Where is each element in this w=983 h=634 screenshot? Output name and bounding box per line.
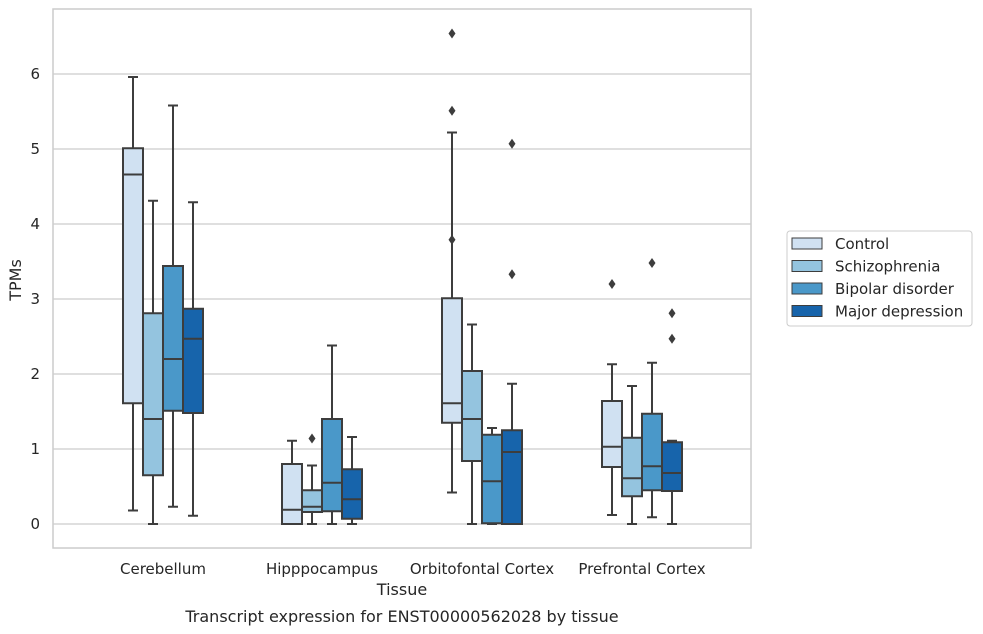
outlier-point — [508, 138, 516, 149]
chart-caption: Transcript expression for ENST0000056202… — [184, 607, 618, 626]
box-iqr — [501, 429, 523, 525]
box-control — [601, 279, 623, 516]
box-iqr — [122, 147, 144, 405]
box-major-depression — [501, 138, 523, 525]
x-tick-label: Prefrontal Cortex — [578, 560, 705, 578]
box-iqr — [321, 418, 343, 513]
box-control — [441, 28, 463, 494]
outlier-point — [648, 258, 656, 268]
box-major-depression — [661, 308, 683, 525]
legend-swatch — [791, 237, 823, 250]
legend-label: Major depression — [835, 303, 963, 321]
legend: Control Schizophrenia Bipolar disorder Majo… — [786, 230, 973, 327]
box-schizophrenia — [461, 323, 483, 525]
box-iqr — [481, 433, 503, 525]
x-axis-ticks: Cerebellum Hipppocampus Orbitofontal Corte… — [120, 560, 706, 578]
y-axis-ticks: 0 1 2 3 4 5 6 — [30, 65, 40, 533]
box-iqr — [301, 489, 323, 513]
legend-swatch — [791, 282, 823, 295]
legend-label: Control — [835, 235, 889, 253]
plot-frame — [52, 8, 752, 549]
outlier-point — [448, 234, 456, 245]
box-iqr — [341, 468, 363, 520]
x-tick-label: Hipppocampus — [266, 560, 378, 578]
outlier-point — [668, 308, 676, 319]
box-iqr — [621, 436, 643, 498]
outlier-point — [608, 279, 616, 289]
legend-label: Schizophrenia — [835, 258, 940, 276]
outlier-point — [308, 433, 316, 444]
box-major-depression — [341, 436, 363, 525]
box-control — [122, 76, 144, 512]
box-bipolar-disorder — [321, 344, 343, 525]
y-tick-label: 0 — [30, 515, 40, 533]
y-tick-label: 6 — [30, 65, 40, 83]
box-iqr — [441, 297, 463, 424]
legend-frame — [786, 230, 973, 327]
box-iqr — [641, 412, 663, 492]
x-axis-label: Tissue — [376, 580, 427, 599]
legend-swatch — [791, 260, 823, 272]
box-iqr — [601, 400, 623, 468]
box-iqr — [281, 463, 303, 525]
x-tick-label: Orbitofontal Cortex — [410, 560, 554, 578]
legend-label: Bipolar disorder — [835, 280, 955, 298]
outlier-point — [448, 28, 456, 39]
y-tick-label: 1 — [30, 440, 40, 458]
y-tick-label: 5 — [30, 140, 40, 158]
x-tick-label: Cerebellum — [120, 560, 206, 578]
outlier-point — [448, 105, 456, 116]
outlier-point — [508, 269, 516, 280]
box-bipolar-disorder — [481, 427, 503, 525]
box-groups — [122, 28, 683, 525]
box-iqr — [661, 441, 683, 492]
box-bipolar-disorder — [641, 258, 663, 519]
outlier-point — [668, 333, 676, 344]
y-axis-label: TPMs — [6, 259, 25, 302]
y-tick-label: 4 — [30, 215, 40, 233]
box-schizophrenia — [621, 385, 643, 525]
legend-swatch — [791, 305, 823, 317]
y-tick-label: 3 — [30, 290, 40, 308]
box-iqr — [162, 265, 184, 412]
box-iqr — [142, 312, 164, 477]
y-tick-label: 2 — [30, 365, 40, 383]
box-major-depression — [182, 201, 204, 517]
box-iqr — [461, 370, 483, 462]
box-iqr — [182, 307, 204, 414]
